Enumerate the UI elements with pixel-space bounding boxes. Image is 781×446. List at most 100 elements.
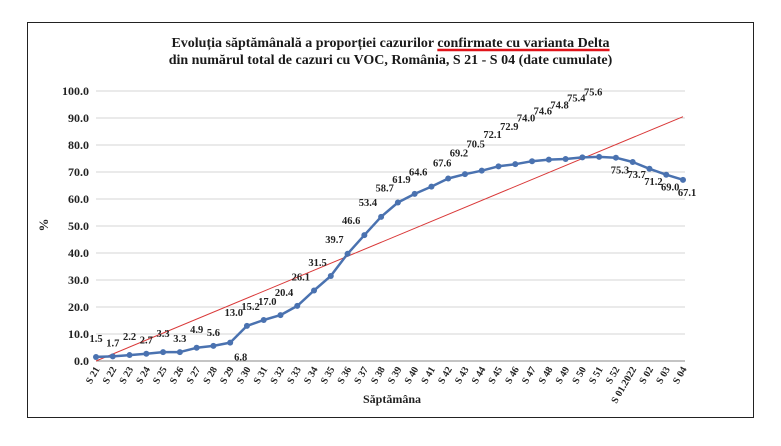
data-label: 67.6 — [433, 158, 451, 169]
data-label: 75.6 — [584, 87, 602, 98]
data-point — [109, 353, 116, 360]
data-label: 5.6 — [207, 328, 220, 339]
data-point — [210, 342, 217, 349]
data-label: 69.2 — [450, 149, 468, 160]
y-tick-label: 80.0 — [68, 138, 89, 152]
data-point — [361, 232, 368, 239]
data-point — [311, 287, 318, 294]
data-label: 6.8 — [234, 353, 247, 364]
trendline — [95, 116, 684, 362]
data-label: 72.1 — [483, 130, 501, 141]
data-point — [394, 199, 401, 206]
x-tick-label: S 44 — [470, 365, 489, 386]
data-label: 74.6 — [534, 107, 552, 118]
x-tick-label: S 29 — [218, 365, 237, 386]
data-point — [294, 302, 301, 309]
x-tick-label: S 04 — [671, 365, 690, 386]
data-label: 26.1 — [292, 273, 310, 284]
data-point — [629, 159, 636, 166]
data-point — [428, 183, 435, 190]
data-label: 46.6 — [342, 216, 360, 227]
data-label: 53.4 — [359, 198, 378, 209]
x-tick-label: S 34 — [302, 365, 321, 386]
data-point — [411, 190, 418, 197]
data-point — [378, 213, 385, 220]
data-label: 74.8 — [550, 101, 568, 112]
data-label: 1.5 — [89, 334, 102, 345]
data-label: 20.4 — [275, 288, 294, 299]
x-tick-label: S 28 — [201, 365, 220, 386]
data-label: 58.7 — [376, 184, 394, 195]
data-label: 75.3 — [611, 166, 629, 177]
data-point — [277, 312, 284, 319]
chart-title-prefix: Evoluția săptămânală a proporției cazuri… — [171, 36, 438, 51]
x-tick-label: S 46 — [503, 365, 522, 386]
data-label: 74.0 — [517, 114, 535, 125]
data-label: 75.4 — [567, 93, 586, 104]
data-point — [344, 250, 351, 257]
x-tick-label: S 50 — [570, 365, 589, 386]
data-label: 3.3 — [157, 329, 170, 340]
data-point — [176, 349, 183, 356]
data-point — [93, 353, 99, 360]
x-tick-label: S 23 — [118, 365, 137, 386]
data-label: 67.1 — [678, 188, 696, 199]
x-tick-label: S 40 — [403, 365, 422, 386]
data-point — [160, 349, 167, 356]
data-point — [461, 171, 468, 178]
x-tick-label: S 48 — [537, 365, 556, 386]
x-tick-label: S 38 — [369, 365, 388, 386]
data-point — [596, 153, 603, 160]
y-tick-label: 90.0 — [68, 111, 89, 125]
data-label: 61.9 — [392, 175, 410, 186]
data-point — [646, 165, 653, 172]
chart-title-highlight: confirmate cu varianta Delta — [437, 36, 610, 51]
x-tick-label: S 27 — [185, 365, 204, 386]
y-tick-label: 40.0 — [68, 246, 89, 260]
data-label: 71.2 — [644, 177, 662, 188]
data-point — [663, 171, 670, 178]
data-point — [260, 316, 267, 323]
data-label: 72.9 — [500, 122, 518, 133]
data-point — [478, 167, 485, 174]
y-tick-label: 20.0 — [68, 300, 89, 314]
data-point — [579, 154, 586, 161]
x-tick-label: S 41 — [419, 365, 438, 386]
data-label: 4.9 — [190, 325, 203, 336]
data-point — [529, 158, 536, 165]
data-label: 2.2 — [123, 332, 136, 343]
data-point — [143, 350, 150, 357]
x-tick-label: S 47 — [520, 365, 539, 386]
x-tick-label: S 25 — [151, 365, 170, 386]
y-tick-label: 100.0 — [62, 84, 89, 98]
chart-title-line-1: Evoluția săptămânală a proporției cazuri… — [0, 36, 781, 52]
data-label: 31.5 — [308, 258, 326, 269]
data-label: 17.0 — [258, 297, 276, 308]
data-label: 13.0 — [225, 308, 243, 319]
y-tick-label: 50.0 — [68, 219, 89, 233]
data-point — [495, 163, 502, 170]
data-label: 64.6 — [409, 168, 427, 179]
x-tick-label: S 49 — [554, 365, 573, 386]
data-point — [680, 176, 686, 183]
x-tick-label: S 39 — [386, 365, 405, 386]
data-label: 73.7 — [627, 170, 645, 181]
data-point — [562, 156, 569, 163]
data-point — [612, 154, 619, 161]
x-tick-label: S 36 — [336, 365, 355, 386]
data-label: 2.7 — [140, 336, 153, 347]
x-tick-label: S 35 — [319, 365, 338, 386]
data-point — [227, 339, 234, 346]
x-tick-label: S 24 — [134, 365, 153, 386]
data-label: 15.2 — [241, 302, 259, 313]
data-point — [193, 344, 200, 351]
data-label: 3.3 — [173, 334, 186, 345]
data-point — [512, 161, 519, 168]
x-tick-label: S 30 — [235, 365, 254, 386]
data-point — [545, 156, 552, 163]
data-point — [126, 352, 133, 359]
x-tick-label: S 02 — [637, 365, 656, 386]
y-tick-label: 70.0 — [68, 165, 89, 179]
data-label: 70.5 — [467, 140, 485, 151]
x-tick-label: S 33 — [285, 365, 304, 386]
